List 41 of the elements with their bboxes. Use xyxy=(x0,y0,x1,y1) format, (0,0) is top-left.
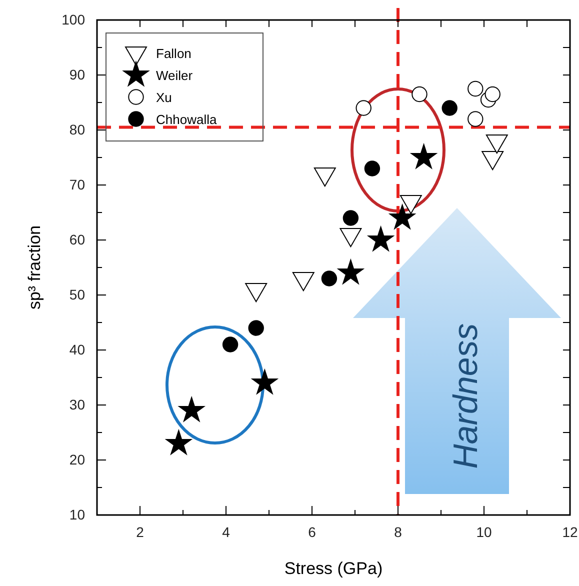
point xyxy=(178,396,204,422)
y-tick-label: 100 xyxy=(62,11,86,28)
legend-label: Chhowalla xyxy=(156,112,218,127)
annotation: Hardness xyxy=(447,323,485,469)
y-axis-title: sp³ fraction xyxy=(25,225,44,310)
legend-label: Xu xyxy=(156,90,172,105)
point xyxy=(356,100,372,116)
x-tick-label: 4 xyxy=(222,524,230,540)
point xyxy=(468,80,484,97)
point xyxy=(338,259,364,284)
point xyxy=(412,86,428,102)
point xyxy=(321,270,338,286)
y-tick-label: 50 xyxy=(69,286,86,302)
x-axis-title: Stress (GPa) xyxy=(284,559,383,578)
y-tick-label: 30 xyxy=(69,396,86,412)
point xyxy=(410,144,437,169)
x-tick-label: 8 xyxy=(394,524,402,540)
y-tick-label: 80 xyxy=(69,121,86,138)
point xyxy=(484,86,500,102)
point xyxy=(389,204,416,230)
y-tick-label: 10 xyxy=(69,506,86,522)
legend-label: Weiler xyxy=(156,68,194,83)
point xyxy=(252,369,278,394)
y-tick-label: 60 xyxy=(69,231,86,248)
point xyxy=(222,336,238,352)
x-tick-label: 2 xyxy=(136,524,144,540)
point xyxy=(364,160,380,176)
point xyxy=(342,210,359,226)
x-tick-label: 12 xyxy=(562,524,578,540)
y-tick-label: 20 xyxy=(69,451,86,468)
point xyxy=(468,111,484,127)
point xyxy=(368,226,394,252)
x-tick-label: 6 xyxy=(308,524,316,540)
legend-label: Fallon xyxy=(156,46,192,61)
y-tick-label: 40 xyxy=(69,341,86,358)
point xyxy=(248,320,264,336)
point xyxy=(442,100,458,116)
point xyxy=(166,430,192,455)
y-tick-label: 90 xyxy=(69,66,86,82)
x-tick-label: 10 xyxy=(476,524,492,540)
y-tick-label: 70 xyxy=(69,176,86,192)
